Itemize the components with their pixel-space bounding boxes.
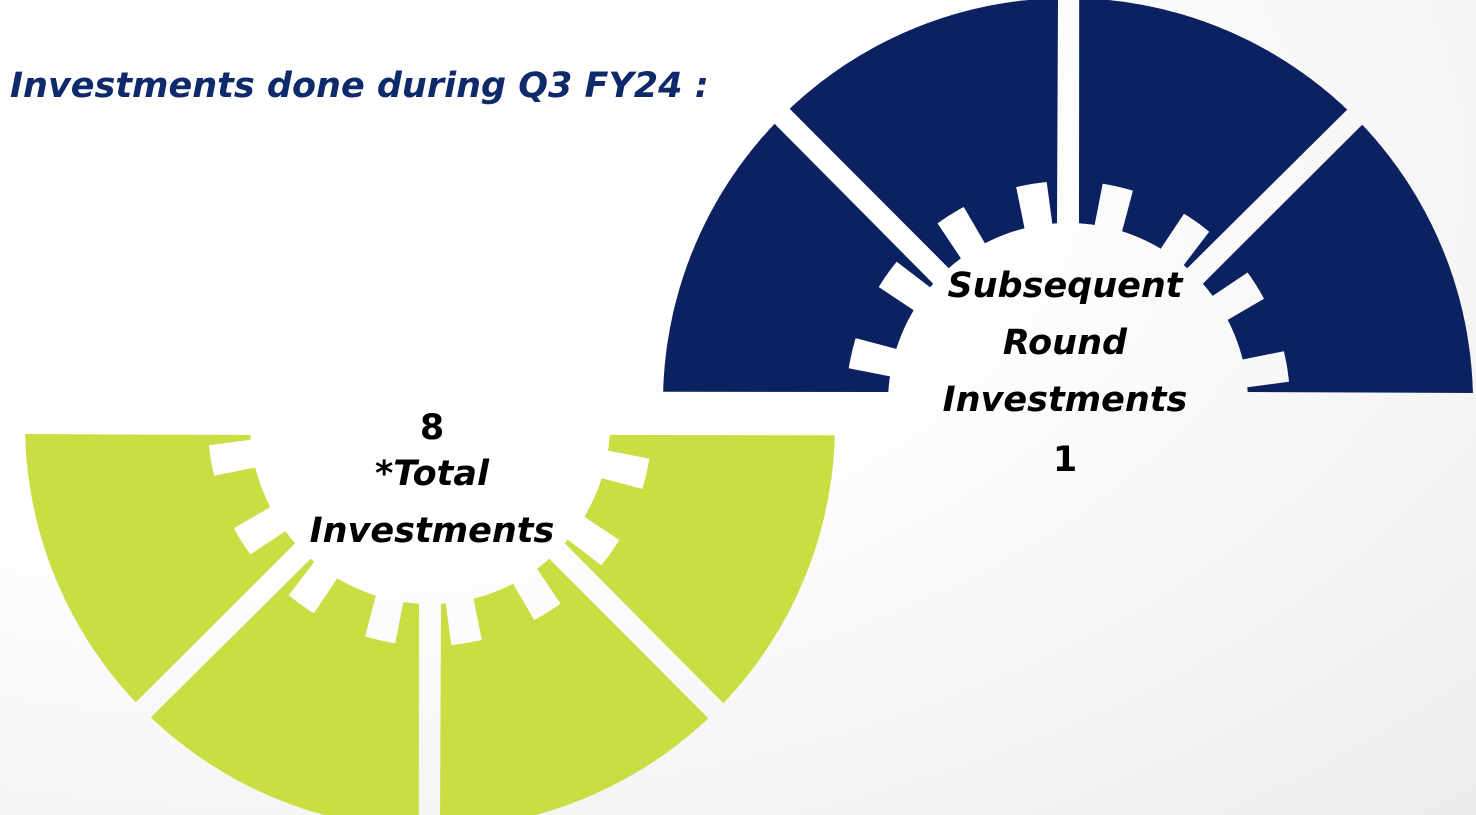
navy-segment bbox=[789, 0, 1058, 269]
total-label: *Total Investments bbox=[309, 454, 555, 551]
green-segment bbox=[25, 434, 296, 703]
title: Investments done during Q3 FY24 : bbox=[10, 66, 709, 106]
green-segment bbox=[150, 558, 419, 815]
green-segment bbox=[440, 558, 709, 815]
total-value: 8 bbox=[419, 408, 445, 448]
green-segment bbox=[564, 435, 835, 704]
subsequent-value: 1 bbox=[1052, 440, 1078, 480]
navy-segment bbox=[1079, 0, 1348, 269]
subsequent-label: Subsequent Round Investments bbox=[942, 266, 1188, 420]
navy-segment bbox=[663, 123, 934, 393]
navy-segment bbox=[1202, 124, 1473, 393]
